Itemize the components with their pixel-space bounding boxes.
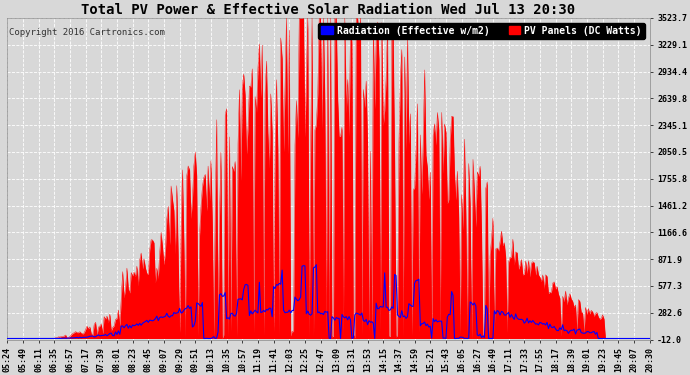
Legend: Radiation (Effective w/m2), PV Panels (DC Watts): Radiation (Effective w/m2), PV Panels (D… xyxy=(318,23,644,39)
Text: Copyright 2016 Cartronics.com: Copyright 2016 Cartronics.com xyxy=(8,28,164,37)
Title: Total PV Power & Effective Solar Radiation Wed Jul 13 20:30: Total PV Power & Effective Solar Radiati… xyxy=(81,3,575,17)
